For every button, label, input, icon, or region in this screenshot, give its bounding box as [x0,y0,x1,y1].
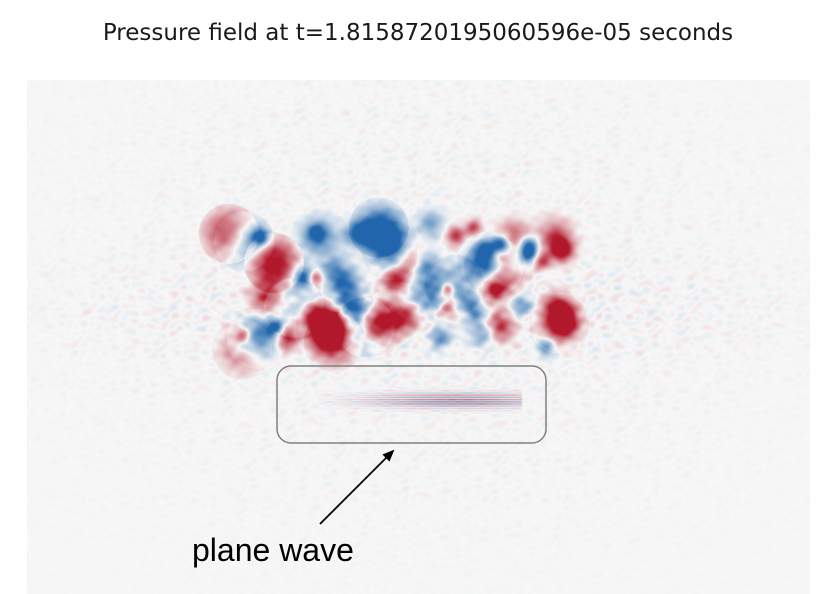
pressure-field-image [27,80,810,594]
plot-title: Pressure field at t=1.8158720195060596e-… [102,20,734,46]
highlight-box [276,365,547,444]
annotation-label: plane wave [192,532,354,568]
arrow-icon [319,449,395,525]
